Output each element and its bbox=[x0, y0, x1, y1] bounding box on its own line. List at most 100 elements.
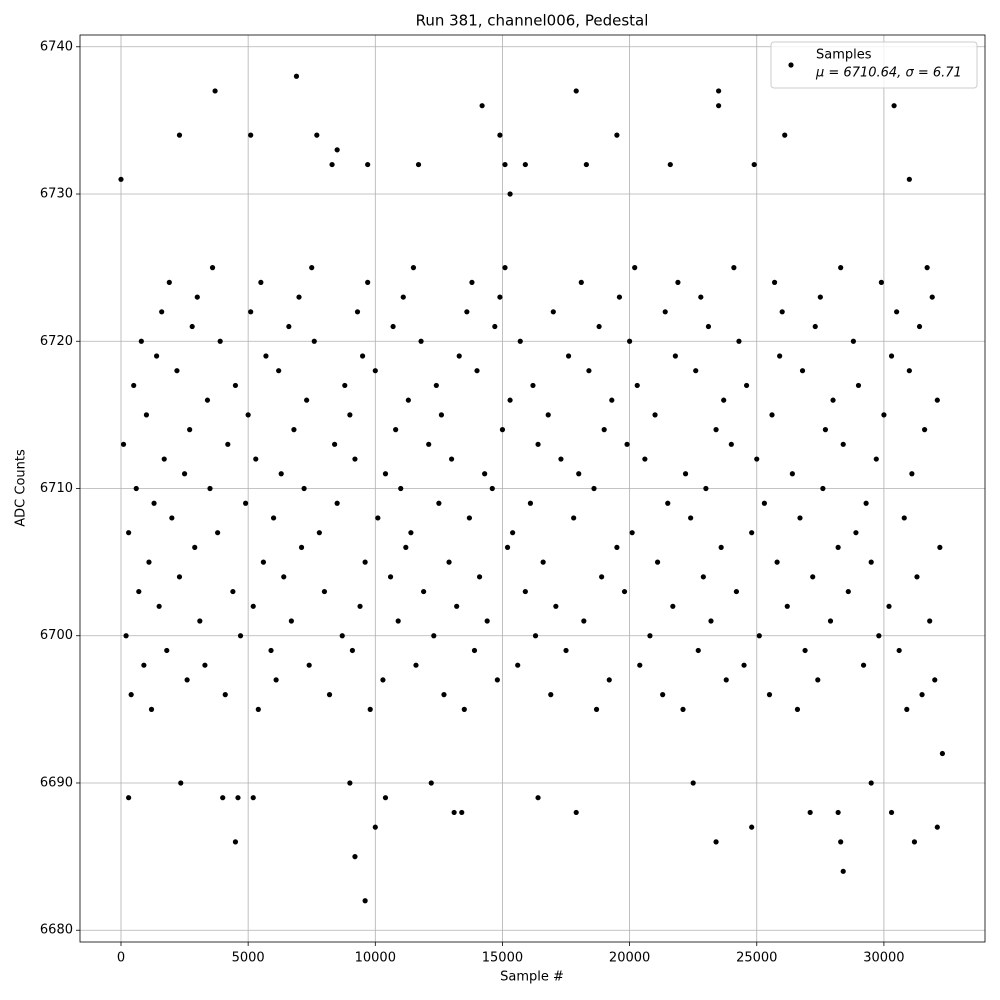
point bbox=[281, 574, 287, 580]
grid bbox=[80, 35, 985, 942]
point bbox=[243, 500, 249, 506]
point bbox=[276, 368, 282, 374]
point bbox=[382, 471, 389, 477]
point bbox=[260, 559, 267, 565]
point bbox=[471, 647, 478, 654]
point bbox=[194, 294, 200, 300]
y-tick-label: 6710 bbox=[40, 481, 73, 496]
point bbox=[535, 795, 541, 801]
point bbox=[141, 662, 147, 668]
point bbox=[225, 441, 231, 447]
point bbox=[904, 706, 910, 712]
legend-marker bbox=[788, 62, 794, 68]
point bbox=[815, 677, 821, 683]
point bbox=[126, 530, 132, 536]
point bbox=[484, 618, 490, 624]
x-tick-label: 5000 bbox=[232, 951, 265, 966]
point bbox=[123, 633, 129, 639]
point bbox=[777, 353, 783, 359]
point bbox=[522, 588, 528, 595]
point bbox=[428, 780, 434, 786]
point bbox=[695, 647, 701, 654]
point bbox=[161, 456, 167, 462]
point bbox=[723, 677, 729, 683]
point bbox=[888, 353, 895, 359]
point bbox=[708, 618, 714, 624]
point bbox=[174, 368, 180, 374]
point bbox=[927, 618, 933, 624]
point bbox=[797, 515, 803, 521]
point bbox=[395, 618, 401, 624]
y-axis-label: ADC Counts bbox=[14, 449, 29, 527]
point bbox=[314, 132, 320, 138]
point bbox=[761, 500, 767, 506]
y-tick-label: 6690 bbox=[40, 775, 73, 790]
point bbox=[248, 132, 254, 138]
point bbox=[703, 485, 709, 492]
point bbox=[459, 809, 465, 816]
legend: Samples μ = 6710.64, σ = 6.71 bbox=[770, 41, 978, 89]
point bbox=[906, 176, 912, 182]
point bbox=[151, 500, 157, 506]
point bbox=[164, 647, 170, 654]
point bbox=[799, 368, 806, 374]
point bbox=[421, 588, 427, 595]
point bbox=[718, 544, 724, 550]
point bbox=[660, 692, 666, 698]
point bbox=[914, 574, 920, 580]
point bbox=[873, 456, 879, 462]
point bbox=[860, 662, 867, 668]
point bbox=[688, 515, 694, 521]
point bbox=[922, 427, 928, 433]
point bbox=[245, 412, 251, 418]
point bbox=[891, 103, 897, 109]
point bbox=[222, 692, 228, 698]
point bbox=[662, 309, 668, 315]
point bbox=[120, 441, 127, 447]
point bbox=[497, 294, 503, 300]
point bbox=[682, 471, 689, 477]
point bbox=[466, 515, 472, 521]
point bbox=[178, 780, 184, 786]
point bbox=[515, 662, 521, 668]
point bbox=[621, 588, 628, 595]
point bbox=[845, 588, 851, 595]
point bbox=[349, 647, 356, 654]
point bbox=[339, 633, 345, 639]
point bbox=[606, 677, 612, 683]
point bbox=[301, 485, 307, 492]
point bbox=[827, 618, 834, 624]
point bbox=[779, 309, 785, 315]
point bbox=[118, 176, 124, 182]
point bbox=[230, 588, 236, 595]
point bbox=[153, 353, 160, 359]
point bbox=[581, 618, 587, 624]
point bbox=[365, 279, 371, 285]
point bbox=[410, 265, 417, 271]
point bbox=[698, 294, 704, 300]
point bbox=[932, 677, 938, 683]
point bbox=[489, 485, 495, 492]
point bbox=[352, 456, 358, 462]
point bbox=[362, 898, 368, 904]
point bbox=[576, 471, 582, 477]
point bbox=[250, 603, 256, 609]
point bbox=[614, 132, 620, 138]
point bbox=[532, 633, 539, 639]
point bbox=[693, 368, 699, 374]
point bbox=[838, 265, 844, 271]
point bbox=[507, 397, 513, 403]
point bbox=[438, 412, 445, 418]
point bbox=[614, 544, 620, 550]
x-tick-label: 20000 bbox=[609, 951, 650, 966]
point bbox=[665, 500, 671, 506]
point bbox=[398, 485, 404, 492]
x-tick-label: 10000 bbox=[355, 951, 396, 966]
point bbox=[413, 662, 419, 668]
point bbox=[906, 368, 912, 374]
point bbox=[232, 839, 239, 845]
point bbox=[354, 309, 361, 315]
point bbox=[563, 647, 569, 654]
point bbox=[716, 88, 722, 94]
point bbox=[504, 544, 511, 550]
